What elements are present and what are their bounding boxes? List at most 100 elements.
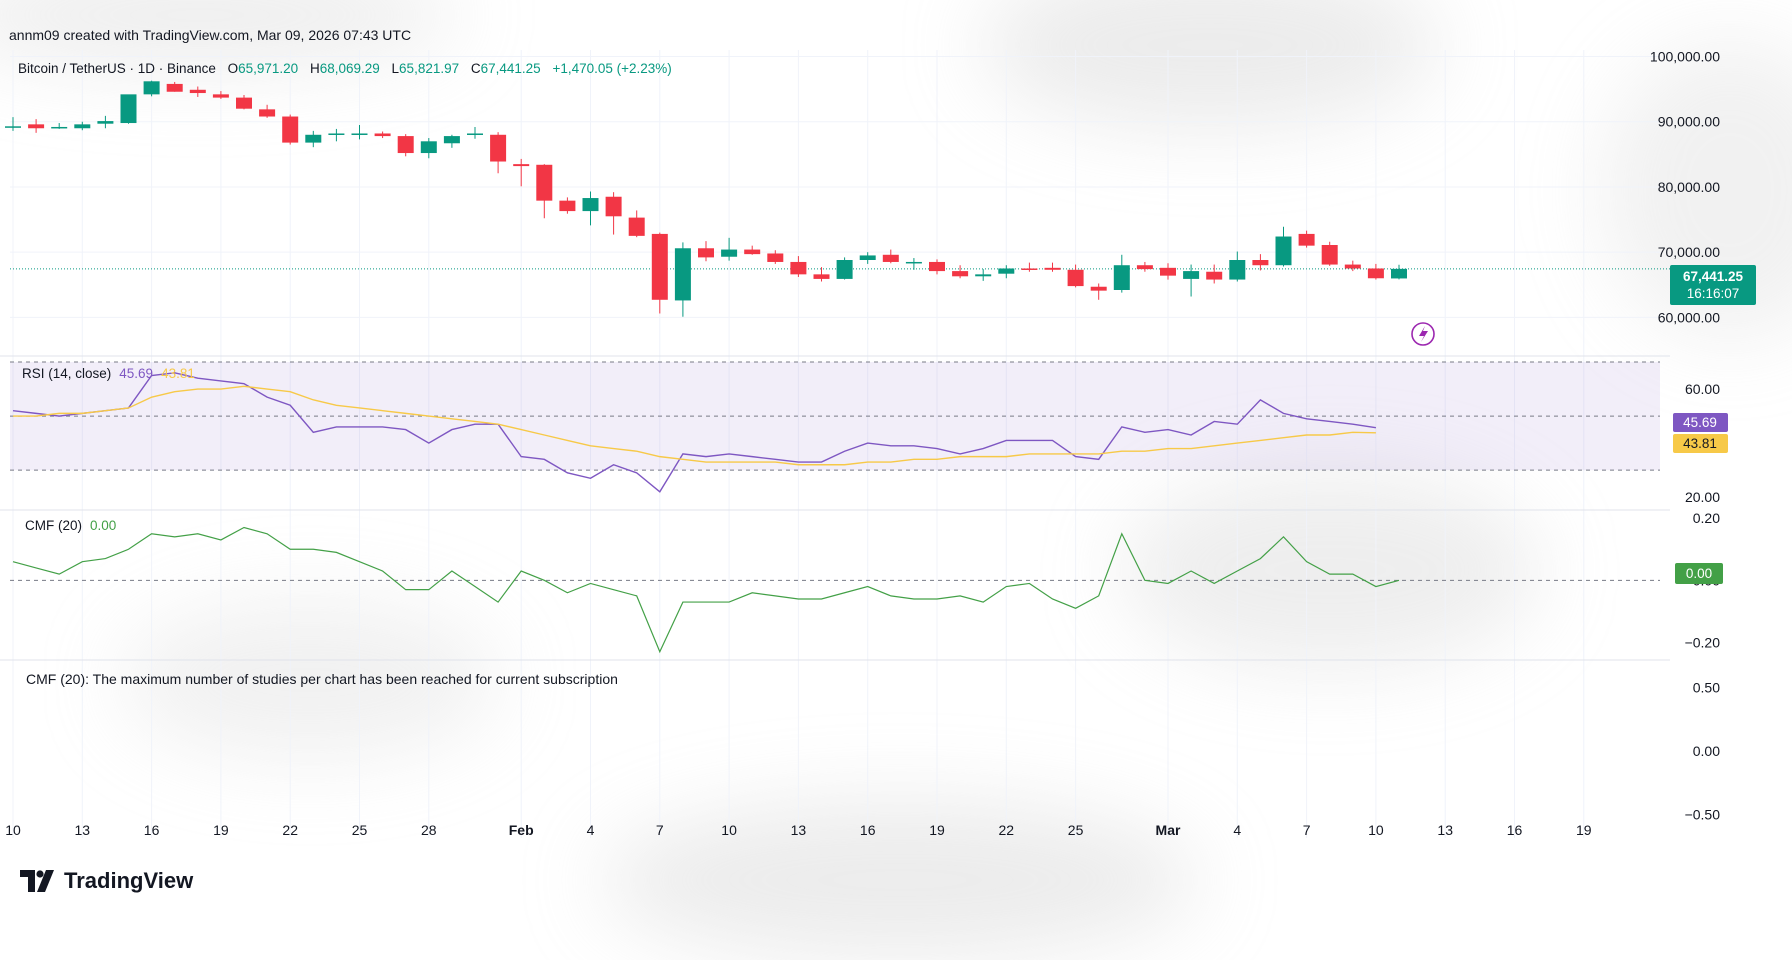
x-tick-label: 19 bbox=[213, 822, 229, 838]
candle bbox=[143, 80, 160, 97]
candle bbox=[836, 257, 853, 280]
candle-body bbox=[1252, 260, 1269, 266]
tradingview-logo-icon bbox=[20, 870, 54, 892]
candle-body bbox=[143, 81, 160, 95]
candle bbox=[605, 192, 622, 235]
x-tick-label: 10 bbox=[5, 822, 21, 838]
candle-body bbox=[767, 253, 784, 262]
open-label: O bbox=[227, 61, 239, 76]
tradingview-logo[interactable]: TradingView bbox=[20, 868, 193, 894]
candle bbox=[374, 131, 391, 139]
candle bbox=[1067, 264, 1084, 288]
candle bbox=[282, 114, 299, 145]
candle bbox=[236, 95, 252, 110]
candle-body bbox=[859, 255, 876, 260]
grid-lines bbox=[0, 50, 1670, 838]
candle bbox=[1136, 261, 1153, 272]
symbol-name[interactable]: Bitcoin / TetherUS · 1D · Binance bbox=[18, 61, 216, 76]
cmf-legend-value: 0.00 bbox=[90, 518, 117, 533]
chart-canvas[interactable]: 100,000.00 90,000.00 80,000.00 70,000.00 60,… bbox=[0, 0, 1792, 927]
candle-body bbox=[975, 274, 992, 277]
x-tick-label: 13 bbox=[75, 822, 91, 838]
candle bbox=[97, 115, 114, 129]
cmf-legend[interactable]: CMF (20) 0.00 bbox=[25, 518, 116, 533]
candle bbox=[305, 130, 322, 148]
candle-body bbox=[1367, 268, 1384, 279]
x-tick-label: Feb bbox=[509, 822, 534, 838]
candle-body bbox=[721, 249, 738, 257]
rsi-band bbox=[10, 361, 1660, 471]
rsi-ma-line bbox=[13, 385, 1376, 466]
candle bbox=[1391, 264, 1407, 280]
candle-body bbox=[236, 97, 252, 109]
close-value: 67,441.25 bbox=[480, 61, 541, 76]
candle bbox=[559, 197, 576, 214]
candle bbox=[28, 119, 45, 133]
created-by-text: annm09 created with TradingView.com, Mar… bbox=[9, 27, 412, 43]
high-label: H bbox=[309, 61, 320, 76]
lightning-icon[interactable] bbox=[1411, 322, 1435, 346]
candle bbox=[189, 86, 206, 97]
candle bbox=[397, 134, 414, 157]
x-tick-label: 7 bbox=[1303, 822, 1311, 838]
candle bbox=[744, 245, 761, 255]
candle-body bbox=[905, 261, 922, 264]
x-tick-label: 28 bbox=[421, 822, 437, 838]
rsi-title[interactable]: RSI (14, close) bbox=[22, 366, 112, 381]
candle bbox=[1298, 230, 1315, 248]
candle-body bbox=[1229, 260, 1246, 280]
x-tick-label: 19 bbox=[1576, 822, 1592, 838]
candle bbox=[813, 267, 830, 282]
candle-body bbox=[397, 136, 414, 154]
candle-body bbox=[467, 133, 483, 135]
candle-body bbox=[420, 141, 437, 154]
y-tick-label: −0.20 bbox=[1685, 634, 1721, 650]
rsi-ma-legend-value: 43.81 bbox=[161, 366, 195, 381]
y-tick-label: 70,000.00 bbox=[1658, 244, 1720, 260]
x-tick-label: 25 bbox=[1068, 822, 1084, 838]
candle bbox=[1252, 254, 1269, 271]
candle-body bbox=[28, 124, 45, 129]
x-tick-label: 10 bbox=[721, 822, 737, 838]
candle-body bbox=[1113, 265, 1130, 290]
x-tick-label: 13 bbox=[1437, 822, 1453, 838]
low-label: L bbox=[391, 61, 400, 76]
symbol-legend[interactable]: Bitcoin / TetherUS · 1D · Binance O65,97… bbox=[18, 61, 672, 76]
x-tick-label: 25 bbox=[352, 822, 368, 838]
candle-body bbox=[929, 261, 945, 272]
rsi-legend-value: 45.69 bbox=[119, 366, 154, 381]
candle-body bbox=[51, 126, 68, 129]
x-tick-label: 7 bbox=[656, 822, 664, 838]
candle-body bbox=[1021, 268, 1038, 270]
x-tick-label: 16 bbox=[860, 822, 876, 838]
price-axis[interactable]: 100,000.00 90,000.00 80,000.00 70,000.00 60,… bbox=[1650, 49, 1720, 823]
candle-body bbox=[374, 133, 391, 137]
candle-body bbox=[1206, 271, 1223, 280]
candle-body bbox=[582, 198, 599, 212]
candle-body bbox=[813, 274, 830, 279]
rsi-legend[interactable]: RSI (14, close) 45.69 43.81 bbox=[22, 366, 195, 381]
y-tick-label: 100,000.00 bbox=[1650, 49, 1720, 65]
low-value: 65,821.97 bbox=[399, 61, 460, 76]
last-price-tag: 67,441.25 16:16:07 bbox=[1670, 265, 1756, 305]
candle bbox=[998, 265, 1015, 279]
cmf-title[interactable]: CMF (20) bbox=[25, 518, 82, 533]
candle-body bbox=[952, 271, 969, 277]
x-tick-label: 4 bbox=[587, 822, 595, 838]
candle bbox=[1090, 283, 1107, 300]
rsi-ma-tag-value: 43.81 bbox=[1683, 436, 1717, 451]
y-tick-label: −0.50 bbox=[1685, 807, 1721, 823]
y-tick-label: 90,000.00 bbox=[1658, 114, 1720, 130]
candle-body bbox=[1344, 264, 1361, 269]
x-tick-label: 10 bbox=[1368, 822, 1384, 838]
cmf-line bbox=[12, 526, 1400, 654]
time-axis[interactable]: 10 13 16 19 22 25 28 Feb 4 7 10 13 16 19 22 25 Mar 4 7 10 13… bbox=[5, 822, 1592, 838]
candle bbox=[536, 164, 553, 219]
candle-body bbox=[790, 261, 807, 275]
cmf-tag-value: 0.00 bbox=[1686, 566, 1712, 581]
candle bbox=[420, 138, 437, 159]
candle bbox=[1044, 262, 1061, 272]
candle-body bbox=[744, 249, 761, 255]
candle-body bbox=[628, 217, 645, 236]
candle-body bbox=[998, 268, 1015, 274]
